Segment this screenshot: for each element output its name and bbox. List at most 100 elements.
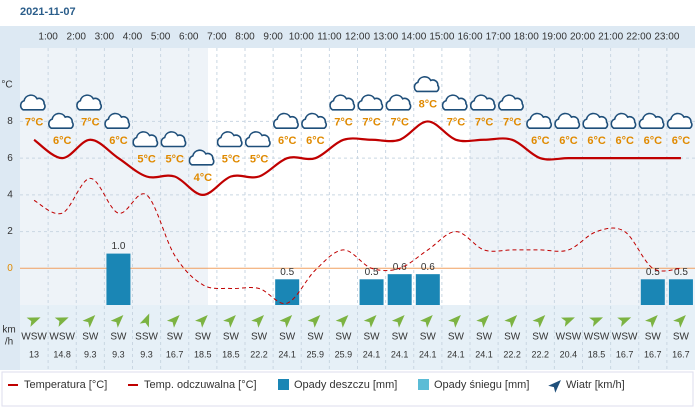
wind-direction: SW xyxy=(167,332,184,343)
wind-speed: 24.1 xyxy=(475,349,493,359)
hour-label: 5:00 xyxy=(151,32,171,43)
wind-arrow xyxy=(195,315,208,328)
wind-speed: 16.7 xyxy=(644,349,662,359)
hour-label: 12:00 xyxy=(345,32,370,43)
cloud xyxy=(188,149,215,166)
temperature-label: 5°C xyxy=(165,153,184,165)
precip-bar xyxy=(275,279,300,305)
bar-label: 0.6 xyxy=(393,262,407,273)
temperature-label: 7°C xyxy=(362,117,381,129)
cloud xyxy=(329,94,356,111)
hour-label: 10:00 xyxy=(289,32,314,43)
wind-arrow xyxy=(110,315,124,328)
wind-speed: 14.8 xyxy=(53,349,71,359)
temperature-label: 7°C xyxy=(447,117,466,129)
weather-icon xyxy=(526,112,553,129)
cloud xyxy=(104,112,131,129)
wind-arrow xyxy=(589,317,604,327)
bar-label: 0.5 xyxy=(365,267,379,278)
weather-icon xyxy=(104,112,131,129)
weather-icon xyxy=(301,112,328,129)
wind-arrow xyxy=(54,317,69,327)
wind-arrow xyxy=(504,315,518,328)
y-label: °C xyxy=(1,80,12,91)
wind-direction: SW xyxy=(335,332,352,343)
wind-speed: 13 xyxy=(29,349,39,359)
wind-speed: 16.7 xyxy=(616,349,634,359)
wind-arrow xyxy=(26,317,41,327)
wind-speed: 22.2 xyxy=(503,349,521,359)
legend-swatch xyxy=(418,379,429,390)
wind-speed: 20.4 xyxy=(560,349,578,359)
wind-speed: 16.7 xyxy=(672,349,690,359)
legend-label: Temp. odczuwalna [°C] xyxy=(144,379,257,391)
legend-label: Opady deszczu [mm] xyxy=(294,379,397,391)
weather-icon xyxy=(216,131,243,148)
temperature-label: 6°C xyxy=(109,135,128,147)
wind-speed: 9.3 xyxy=(112,349,125,359)
wind-direction: WSW xyxy=(21,332,47,343)
wind-direction: SW xyxy=(504,332,521,343)
y-tick-label: 4 xyxy=(7,189,13,200)
weather-icon xyxy=(244,131,271,148)
wind-arrow xyxy=(166,315,180,328)
weather-icon xyxy=(582,112,609,129)
temperature-label: 7°C xyxy=(334,117,353,129)
wind-arrow xyxy=(420,315,433,328)
bar-label: 0.5 xyxy=(674,267,688,278)
precip-bar xyxy=(359,279,384,305)
wind-speed: 24.1 xyxy=(278,349,296,359)
cloud xyxy=(441,94,468,111)
cloud xyxy=(216,131,243,148)
cloud xyxy=(301,112,328,129)
weather-icon xyxy=(357,94,384,111)
weather-icon xyxy=(76,94,103,111)
weather-icon xyxy=(329,94,356,111)
weather-icon xyxy=(132,131,159,148)
wind-direction: SW xyxy=(420,332,437,343)
legend-label: Temperatura [°C] xyxy=(24,379,107,391)
wind-direction: SW xyxy=(223,332,240,343)
wind-speed: 22.2 xyxy=(532,349,550,359)
temperature-label: 7°C xyxy=(25,117,44,129)
precip-bar xyxy=(387,274,412,305)
wind-arrow xyxy=(279,315,293,328)
cloud xyxy=(48,112,74,129)
bar-label: 1.0 xyxy=(111,241,125,252)
temperature-label: 6°C xyxy=(644,135,663,147)
weather-icon xyxy=(638,112,665,129)
wind-speed: 25.9 xyxy=(335,349,353,359)
cloud xyxy=(638,112,665,129)
wind-direction: SW xyxy=(279,332,296,343)
temperature-line xyxy=(33,120,681,196)
hour-label: 6:00 xyxy=(179,32,199,43)
weather-icon xyxy=(469,94,496,111)
wind-direction: SW xyxy=(392,332,409,343)
cloud xyxy=(582,112,609,129)
wind-speed: 24.1 xyxy=(391,349,409,359)
wind-arrow xyxy=(560,317,575,327)
weather-icon xyxy=(554,112,581,129)
legend-swatch xyxy=(278,379,289,390)
wind-arrow xyxy=(307,315,321,328)
temperature-label: 7°C xyxy=(503,117,522,129)
wind-speed: 16.7 xyxy=(166,349,184,359)
wind-direction: SW xyxy=(82,332,99,343)
temperature-label: 5°C xyxy=(250,153,269,165)
cloud xyxy=(554,112,581,129)
wind-arrow xyxy=(335,315,349,328)
wind-arrow xyxy=(139,313,150,328)
hour-label: 15:00 xyxy=(429,32,454,43)
cloud xyxy=(469,94,496,111)
wind-unit: km xyxy=(2,325,15,336)
temperature-label: 7°C xyxy=(390,117,409,129)
hour-label: 19:00 xyxy=(542,32,567,43)
wind-direction: SW xyxy=(251,332,268,343)
temperature-label: 6°C xyxy=(53,135,72,147)
wind-speed: 18.5 xyxy=(194,349,212,359)
precip-bar xyxy=(415,274,440,305)
wind-arrow xyxy=(532,315,546,328)
temperature-label: 4°C xyxy=(194,172,213,184)
temperature-label: 6°C xyxy=(587,135,606,147)
weather-icon xyxy=(160,131,187,148)
